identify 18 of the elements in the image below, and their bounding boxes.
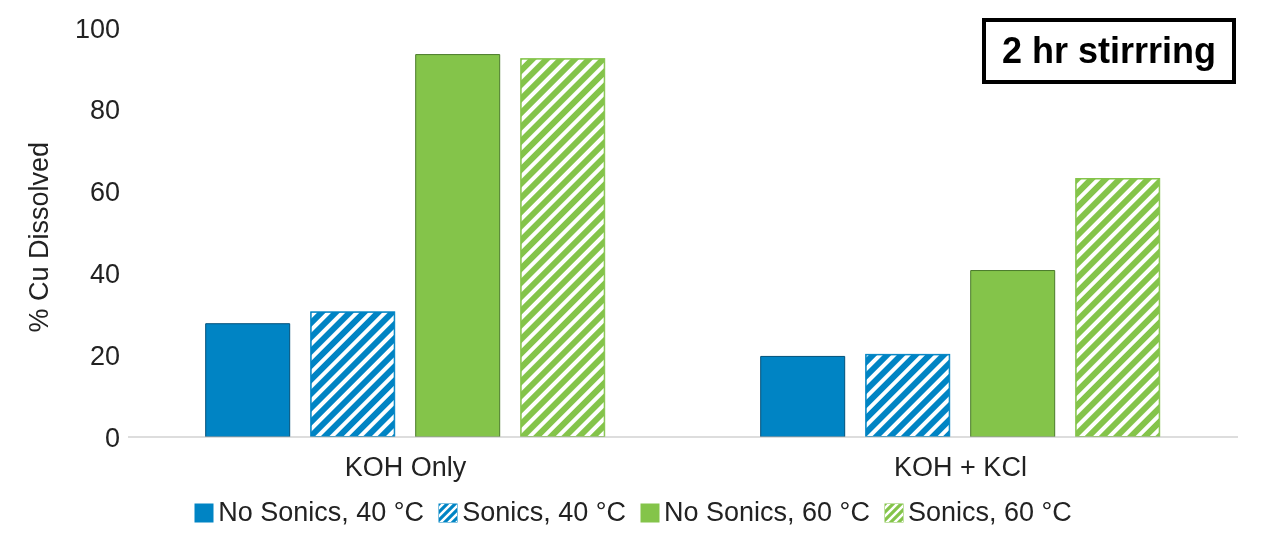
y-tick-label: 40	[89, 258, 120, 289]
legend-label: No Sonics, 40 °C	[217, 497, 425, 528]
y-tick-label: 20	[89, 340, 120, 371]
annotation: 2 hr stirrring	[981, 18, 1236, 84]
bar	[970, 270, 1056, 437]
y-tick-label: 60	[89, 177, 120, 208]
y-tick-label: 100	[74, 13, 120, 44]
y-tick-label: 80	[89, 95, 120, 126]
legend-label: Sonics, 40 °C	[461, 497, 626, 528]
x-tick-label: KOH Only	[344, 452, 467, 483]
x-tick-label: KOH + KCl	[894, 452, 1027, 483]
legend-label: No Sonics, 60 °C	[663, 497, 870, 528]
bar	[760, 355, 846, 437]
bar	[415, 54, 501, 437]
bar	[205, 323, 291, 437]
y-tick-label: 0	[104, 422, 120, 453]
legend-label: Sonics, 60 °C	[906, 497, 1072, 528]
y-axis-title: % Cu Dissolved	[23, 141, 54, 333]
